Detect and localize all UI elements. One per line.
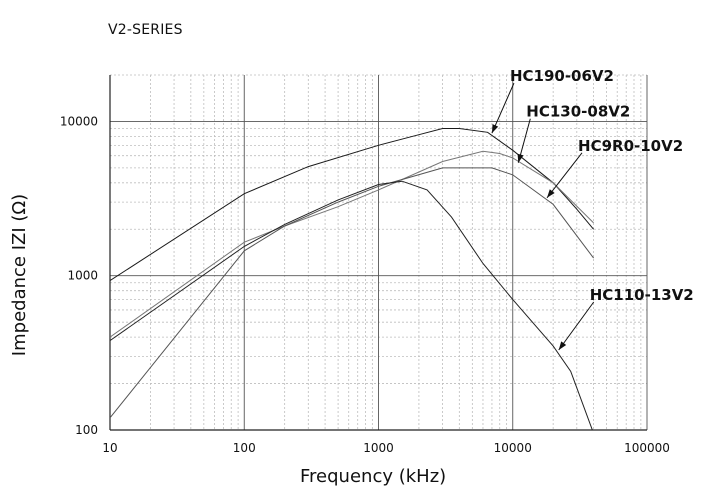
x-axis-label: Frequency (kHz) [300,466,447,487]
series-label: HC9R0-10V2 [578,137,683,155]
annotation-arrowhead [491,124,499,134]
series-label: HC130-08V2 [526,103,630,121]
annotation-arrow [558,301,595,351]
x-tick-label: 100 [233,441,256,455]
series-label: HC190-06V2 [510,67,614,85]
annotation-arrowhead [517,153,524,163]
series-label: HC110-13V2 [590,286,694,304]
y-tick-label: 100 [75,423,98,437]
x-tick-label: 1000 [363,441,394,455]
x-tick-label: 10 [102,441,117,455]
x-tick-label: 100000 [624,441,670,455]
y-tick-label: 10000 [60,114,98,128]
annotation-arrow [491,82,515,134]
x-tick-label: 10000 [494,441,532,455]
y-tick-label: 1000 [67,269,98,283]
annotation-arrowhead [558,341,567,351]
annotation-arrow [546,152,583,199]
series-line-3 [110,167,594,419]
series-line-4 [110,180,593,430]
chart-subtitle: V2-SERIES [108,22,183,38]
annotation-arrowhead [547,189,555,198]
